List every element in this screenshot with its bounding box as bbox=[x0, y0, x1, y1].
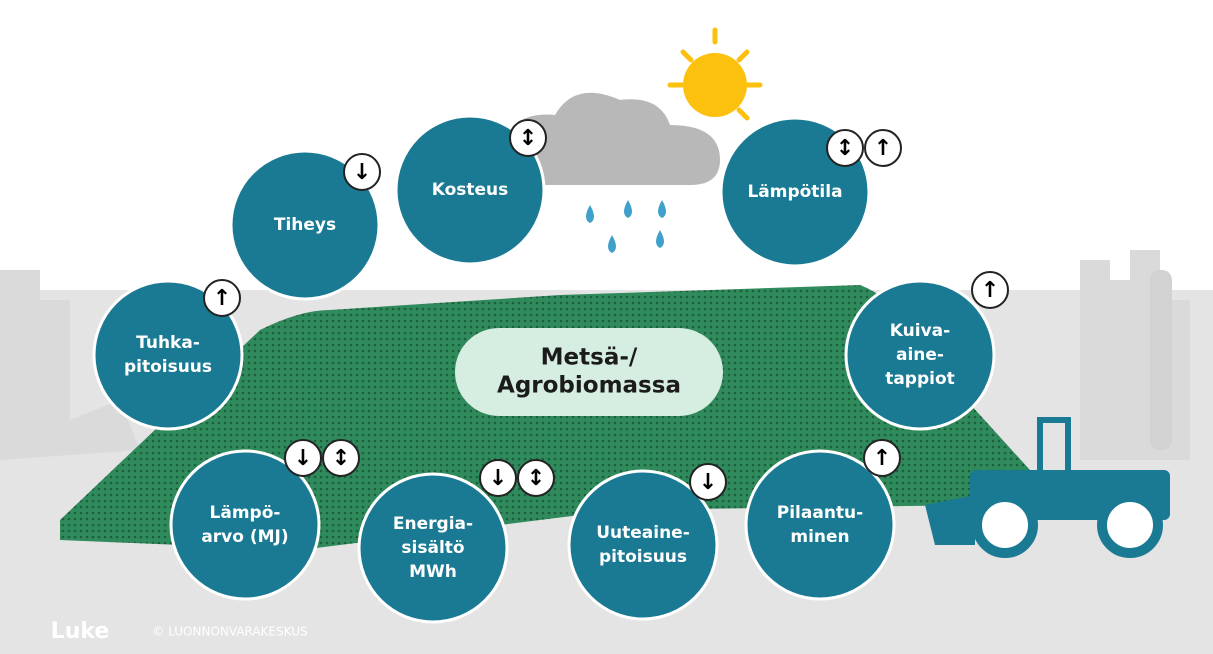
node-label: Energia- bbox=[393, 514, 473, 534]
node: Tuhka-pitoisuus ↑ bbox=[94, 280, 242, 429]
arrow-symbol: ↑ bbox=[213, 286, 231, 311]
arrow-symbol: ↕ bbox=[836, 136, 854, 161]
node-label: minen bbox=[790, 527, 849, 547]
node-label: Pilaantu- bbox=[777, 503, 863, 523]
node: Tiheys ↓ bbox=[231, 151, 380, 299]
node-label: aine- bbox=[896, 345, 944, 365]
center-text: Metsä-/ bbox=[541, 345, 638, 371]
logo: Luke bbox=[51, 619, 110, 644]
arrow-symbol: ↕ bbox=[527, 466, 545, 491]
node-label: sisältö bbox=[401, 538, 464, 558]
center-text: Agrobiomassa bbox=[497, 373, 681, 399]
arrow-symbol: ↕ bbox=[332, 446, 350, 471]
arrow-symbol: ↑ bbox=[874, 136, 892, 161]
node-label: arvo (MJ) bbox=[201, 527, 288, 547]
arrow-symbol: ↓ bbox=[489, 466, 507, 491]
arrow-symbol: ↓ bbox=[353, 160, 371, 185]
node-label: Uuteaine- bbox=[596, 523, 690, 543]
arrow-symbol: ↓ bbox=[294, 446, 312, 471]
node: Kosteus ↕ bbox=[396, 116, 546, 264]
center-label: Metsä-/Agrobiomassa bbox=[455, 328, 723, 416]
node-label: pitoisuus bbox=[124, 357, 212, 377]
arrow-symbol: ↕ bbox=[519, 126, 537, 151]
node-label: Kosteus bbox=[432, 180, 509, 200]
infographic: Metsä-/Agrobiomassa Tiheys↓Kosteus↕Lämpö… bbox=[0, 0, 1213, 654]
node-label: Lämpö- bbox=[210, 503, 281, 523]
node: Lämpötila ↕ ↑ bbox=[721, 118, 901, 266]
arrow-symbol: ↑ bbox=[873, 446, 891, 471]
arrow-symbol: ↑ bbox=[981, 278, 999, 303]
node-label: Kuiva- bbox=[890, 321, 950, 341]
node-label: pitoisuus bbox=[599, 547, 687, 567]
copyright: © LUONNONVARAKESKUS bbox=[152, 625, 307, 639]
node-label: Lämpötila bbox=[747, 182, 842, 202]
node-label: Tuhka- bbox=[136, 333, 200, 353]
node-label: Tiheys bbox=[274, 215, 336, 235]
node-label: tappiot bbox=[885, 369, 955, 389]
arrow-symbol: ↓ bbox=[699, 470, 717, 495]
node-label: MWh bbox=[409, 562, 457, 582]
